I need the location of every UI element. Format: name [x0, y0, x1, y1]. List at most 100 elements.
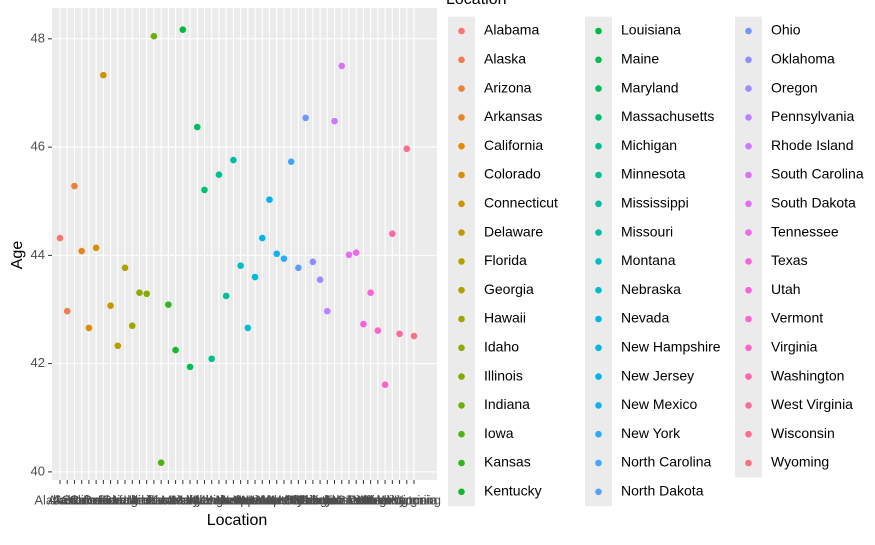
- x-tick-label: Arizona: [52, 492, 97, 507]
- legend-swatch: [595, 344, 602, 352]
- legend-label: Wyoming: [771, 454, 829, 470]
- point: [316, 276, 324, 284]
- point: [208, 355, 216, 363]
- point: [352, 249, 360, 256]
- x-tick-label: Missouri: [209, 492, 258, 507]
- legend-label: Washington: [771, 367, 844, 383]
- legend-swatch: [745, 200, 752, 208]
- legend-swatch: [745, 171, 752, 179]
- legend-swatch: [745, 56, 752, 64]
- point: [338, 62, 346, 70]
- legend-label: Rhode Island: [771, 137, 854, 153]
- point: [367, 289, 374, 297]
- point: [244, 324, 252, 332]
- legend-label: Georgia: [484, 281, 534, 297]
- x-tick-label: Ohio: [292, 492, 319, 507]
- legend-swatch: [458, 315, 465, 323]
- x-tick-label: Tennessee: [325, 492, 388, 507]
- x-tick-label: Wyoming: [387, 492, 441, 507]
- legend-label: Massachusetts: [621, 108, 714, 124]
- x-tick-label: Iowa: [147, 492, 175, 507]
- x-tick-label: Michigan: [186, 492, 238, 507]
- point: [143, 290, 150, 298]
- x-tick-label: South Dakota: [310, 492, 390, 507]
- legend-label: Illinois: [484, 367, 523, 383]
- point: [230, 156, 237, 164]
- legend-swatch: [458, 171, 465, 179]
- legend-label: Arizona: [484, 79, 532, 95]
- point: [374, 327, 382, 334]
- x-tick-label: Oregon: [298, 492, 341, 507]
- x-tick-label: California: [61, 492, 117, 507]
- y-tick-label: 44: [31, 247, 45, 262]
- point: [345, 251, 353, 259]
- legend-swatch: [458, 142, 465, 150]
- point: [92, 244, 100, 252]
- x-tick-label: Washington: [358, 492, 426, 507]
- legend-swatch: [745, 402, 752, 409]
- x-tick-label: Indiana: [133, 492, 176, 507]
- point: [165, 301, 172, 308]
- legend-label: Minnesota: [621, 166, 686, 182]
- x-tick-label: Pennsylvania: [289, 492, 367, 507]
- point: [381, 381, 389, 389]
- point: [172, 346, 179, 354]
- x-tick-label: Rhode Island: [296, 492, 373, 507]
- legend-label: Tennessee: [771, 223, 839, 239]
- x-tick-label: North Carolina: [249, 492, 334, 507]
- legend-label: North Carolina: [621, 454, 711, 470]
- point: [360, 320, 367, 328]
- point: [71, 182, 78, 190]
- x-tick-label: New York: [256, 492, 311, 507]
- legend-swatch: [745, 315, 752, 323]
- legend-swatch: [595, 114, 602, 121]
- legend-swatch: [745, 229, 752, 236]
- y-tick-label: 40: [31, 463, 45, 478]
- x-tick-label: Montana: [215, 492, 266, 507]
- legend-label: Iowa: [484, 425, 514, 441]
- legend-swatch: [745, 142, 752, 150]
- legend-label: Florida: [484, 252, 527, 268]
- point: [287, 158, 295, 166]
- point: [179, 26, 187, 33]
- legend-label: New York: [621, 425, 681, 441]
- x-tick-label: South Carolina: [299, 492, 386, 507]
- x-tick-label: Nebraska: [220, 492, 276, 507]
- point: [389, 230, 396, 238]
- x-tick-label: Arkansas: [55, 492, 110, 507]
- point: [150, 32, 158, 40]
- x-tick-label: Wisconsin: [377, 492, 436, 507]
- point: [237, 262, 244, 269]
- point: [309, 258, 317, 266]
- point: [136, 289, 143, 297]
- x-tick-label: North Dakota: [260, 492, 337, 507]
- legend-label: Alabama: [484, 22, 539, 38]
- legend-swatch: [595, 56, 602, 64]
- legend-swatch: [595, 459, 602, 467]
- legend-swatch: [595, 142, 602, 150]
- x-tick-label: Colorado: [70, 492, 123, 507]
- x-tick-label: Nevada: [233, 492, 279, 507]
- legend-label: South Dakota: [771, 195, 856, 211]
- legend-label: New Mexico: [621, 396, 697, 412]
- x-tick-label: Kentucky: [149, 492, 203, 507]
- legend-swatch: [595, 402, 602, 409]
- point: [201, 186, 208, 194]
- x-tick-label: Delaware: [83, 492, 138, 507]
- x-tick-label: Alaska: [48, 492, 88, 507]
- legend-label: California: [484, 137, 543, 153]
- x-tick-label: Texas: [346, 492, 380, 507]
- x-tick-label: Utah: [357, 492, 384, 507]
- point: [251, 273, 259, 281]
- legend-label: Pennsylvania: [771, 108, 854, 124]
- legend-label: Utah: [771, 281, 801, 297]
- point: [121, 264, 129, 272]
- point: [186, 363, 194, 371]
- legend-label: Michigan: [621, 137, 677, 153]
- legend-swatch: [745, 27, 752, 35]
- x-tick-label: Illinois: [129, 492, 166, 507]
- x-tick-label: Minnesota: [189, 492, 250, 507]
- x-tick-label: Oklahoma: [283, 492, 343, 507]
- x-tick-label: Connecticut: [69, 492, 138, 507]
- legend-label: Alaska: [484, 51, 526, 67]
